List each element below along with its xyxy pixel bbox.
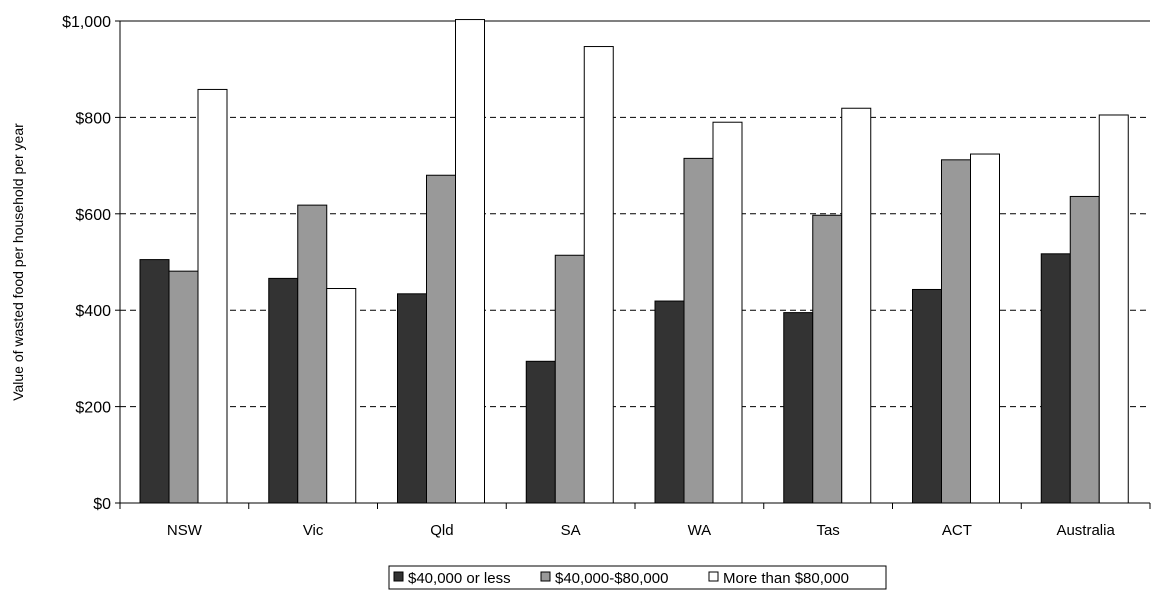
legend-label: More than $80,000 (723, 570, 849, 587)
bar (197, 88, 228, 504)
legend: $40,000 or less $40,000-$80,000 More than … (388, 565, 887, 590)
bar (426, 174, 456, 504)
y-tick-label: $400 (75, 303, 111, 320)
bar (654, 300, 685, 504)
category-label: Tas (816, 522, 839, 539)
bar (970, 153, 1000, 504)
bar (139, 259, 170, 504)
legend-swatch (708, 571, 719, 582)
bar (168, 270, 199, 504)
category-labels: NSW Vic Qld SA WA Tas ACT Australia (167, 522, 1116, 539)
bar (326, 288, 357, 504)
y-tick-label: $200 (75, 400, 111, 417)
axes (115, 20, 1151, 509)
category-label: SA (561, 522, 581, 539)
bar (397, 293, 427, 504)
bar (941, 159, 971, 504)
legend-label: $40,000-$80,000 (555, 570, 668, 587)
bar (683, 157, 714, 504)
legend-swatch (540, 571, 551, 582)
bar (841, 107, 872, 504)
bars (139, 19, 1129, 504)
y-tick-label: $600 (75, 207, 111, 224)
bar (1069, 195, 1100, 504)
bar (912, 288, 942, 504)
bar (554, 254, 585, 504)
category-label: NSW (167, 522, 203, 539)
bar (1040, 253, 1071, 504)
category-label: WA (688, 522, 712, 539)
bar (583, 46, 614, 504)
legend-swatch (393, 571, 404, 582)
bar (812, 214, 843, 504)
category-label: Australia (1056, 522, 1115, 539)
bar (297, 204, 328, 504)
bar (525, 360, 556, 504)
category-label: Vic (303, 522, 324, 539)
y-tick-label: $800 (75, 110, 111, 127)
y-tick-label: $1,000 (62, 14, 111, 31)
category-label: Qld (430, 522, 453, 539)
bar (268, 277, 299, 504)
bar (455, 19, 485, 504)
legend-label: $40,000 or less (408, 570, 511, 587)
bar (1098, 114, 1129, 504)
bar (712, 121, 743, 504)
legend-box (388, 565, 887, 590)
y-axis-title: Value of wasted food per household per y… (10, 123, 26, 401)
bar (783, 312, 814, 504)
category-label: ACT (942, 522, 972, 539)
y-tick-labels: $0 $200 $400 $600 $800 $1,000 (62, 14, 111, 513)
y-tick-label: $0 (93, 496, 111, 513)
